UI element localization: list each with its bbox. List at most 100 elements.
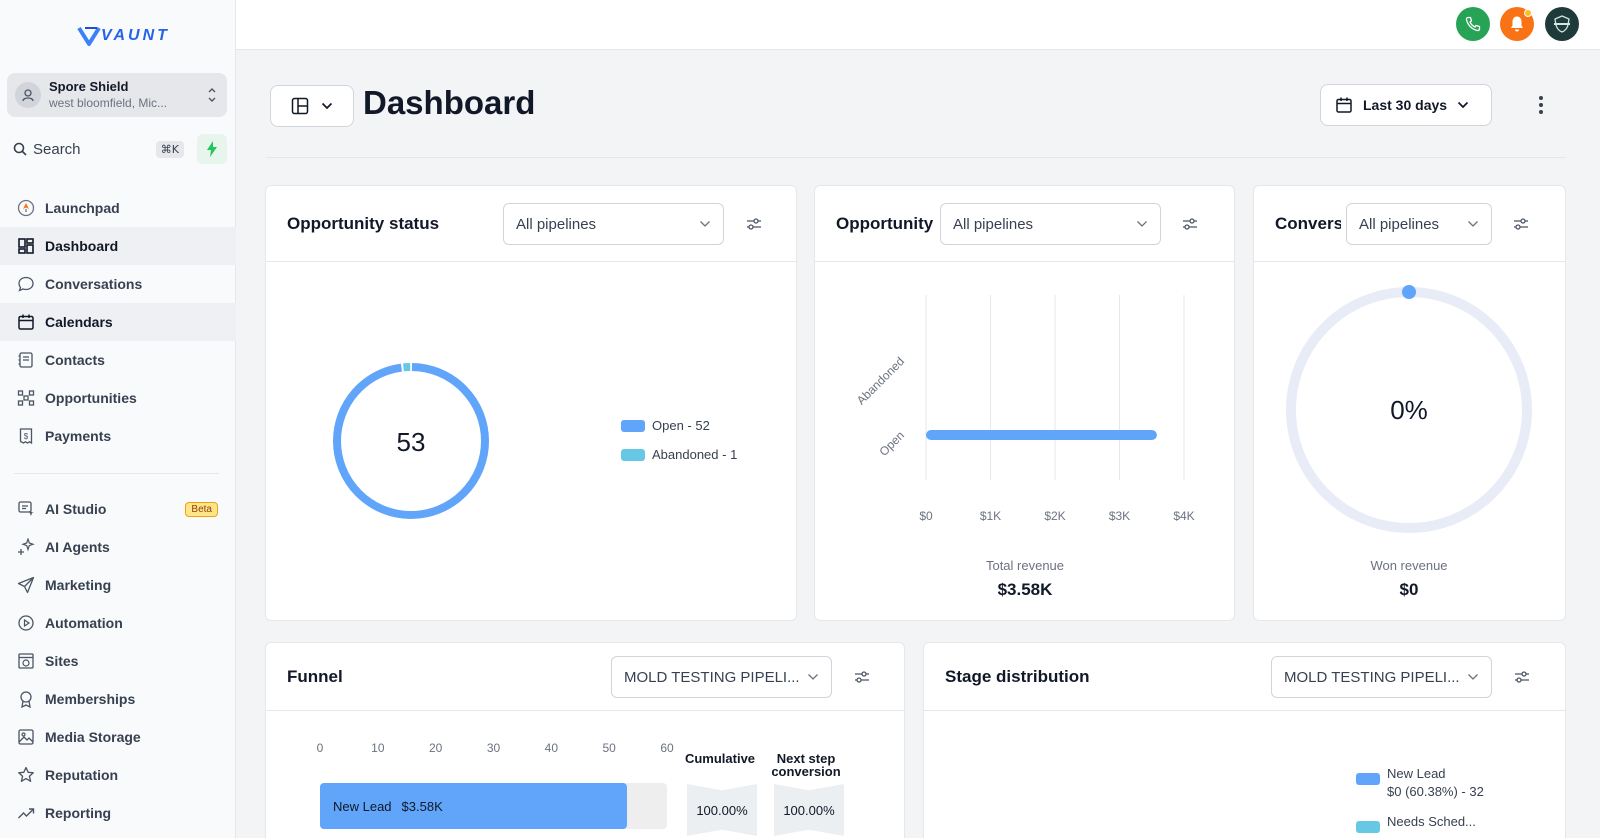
sidebar-item-conversations[interactable]: Conversations — [0, 265, 236, 303]
sidebar-item-label: Calendars — [45, 314, 113, 330]
date-range-label: Last 30 days — [1363, 97, 1448, 113]
shield-logo-icon — [1554, 15, 1570, 33]
sidebar-item-label: Dashboard — [45, 238, 119, 254]
vaunt-logo[interactable]: VAUNT — [77, 24, 177, 48]
sidebar-item-payments[interactable]: $ Payments — [0, 417, 236, 455]
y-category-label: Abandoned — [854, 354, 907, 407]
sidebar-item-sites[interactable]: Sites — [0, 642, 236, 680]
phone-icon — [1465, 16, 1481, 32]
bolt-icon — [207, 141, 217, 157]
layout-icon — [291, 97, 309, 115]
funnel-bar-label: New Lead — [333, 798, 392, 814]
pipeline-select[interactable]: MOLD TESTING PIPELI... — [611, 656, 832, 698]
sliders-icon — [747, 218, 761, 230]
chevron-down-icon — [1457, 101, 1469, 109]
pipeline-select[interactable]: All pipelines — [940, 203, 1161, 245]
filter-settings-button[interactable] — [1512, 667, 1532, 687]
chat-icon — [16, 274, 36, 294]
notifications-button[interactable] — [1500, 7, 1534, 41]
pipeline-select[interactable]: MOLD TESTING PIPELI... — [1271, 656, 1492, 698]
sidebar-nav-secondary: AI Studio Beta AI Agents Marketing Autom… — [0, 490, 236, 832]
layout-switcher-button[interactable] — [270, 85, 354, 127]
card-title: Funnel — [287, 667, 343, 686]
sidebar-item-automation[interactable]: Automation — [0, 604, 236, 642]
legend-swatch — [621, 419, 645, 432]
sidebar-item-ai-studio[interactable]: AI Studio Beta — [0, 490, 236, 528]
sidebar-item-label: AI Agents — [45, 539, 110, 555]
card-title: Conversion — [1275, 214, 1341, 233]
automation-icon — [16, 613, 36, 633]
sidebar-item-ai-agents[interactable]: AI Agents — [0, 528, 236, 566]
account-switcher[interactable]: Spore Shield west bloomfield, Mic... — [7, 73, 227, 117]
legend-swatch — [621, 448, 645, 461]
legend-item-new-lead: New Lead $0 (60.38%) - 32 — [1387, 765, 1484, 801]
calendar-icon — [16, 312, 36, 332]
filter-settings-button[interactable] — [852, 667, 872, 687]
filter-settings-button[interactable] — [1180, 214, 1200, 234]
conversion-percentage: 0% — [1390, 395, 1428, 425]
sites-icon — [16, 651, 36, 671]
donut-center-total: 53 — [396, 427, 426, 457]
legend-detail: $0 (60.38%) - 32 — [1387, 784, 1484, 799]
select-value: All pipelines — [516, 215, 597, 233]
funnel-bar-new-lead[interactable]: New Lead $3.58K — [320, 783, 627, 829]
sidebar-item-label: Media Storage — [45, 729, 141, 745]
date-range-selector[interactable]: Last 30 days — [1320, 84, 1492, 126]
sliders-icon — [1515, 671, 1529, 683]
sidebar-item-reputation[interactable]: Reputation — [0, 756, 236, 794]
sidebar-item-label: Conversations — [45, 276, 143, 292]
conversion-gauge — [1286, 285, 1532, 533]
notification-dot — [1524, 9, 1532, 17]
quick-actions-button[interactable] — [197, 134, 227, 164]
trend-icon — [16, 803, 36, 823]
total-revenue-value: $3.58K — [997, 580, 1053, 599]
sidebar-item-marketing[interactable]: Marketing — [0, 566, 236, 604]
more-options-button[interactable] — [1531, 90, 1551, 120]
next-step-value: 100.00% — [774, 784, 844, 836]
pipeline-select[interactable]: All pipelines — [503, 203, 724, 245]
total-revenue-caption: Total revenue — [985, 558, 1065, 573]
sidebar-item-label: Payments — [45, 428, 112, 444]
sidebar-item-dashboard[interactable]: Dashboard — [0, 227, 236, 265]
calendar-icon — [1336, 97, 1352, 113]
sidebar-item-calendars[interactable]: Calendars — [0, 303, 236, 341]
sidebar-item-launchpad[interactable]: Launchpad — [0, 189, 236, 227]
search-button[interactable]: Search ⌘K — [7, 134, 190, 164]
filter-settings-button[interactable] — [1511, 214, 1531, 234]
phone-button[interactable] — [1456, 7, 1490, 41]
profile-avatar[interactable] — [1545, 7, 1579, 41]
more-dot — [1539, 96, 1543, 100]
chevron-up-down-icon — [205, 83, 219, 107]
filter-settings-button[interactable] — [744, 214, 764, 234]
opportunity-value-card: Opportunity All pipelines $0 $1K $2K $3K $4K… — [814, 185, 1235, 621]
logo-mark — [77, 26, 101, 46]
sidebar-item-label: AI Studio — [45, 501, 107, 517]
funnel-axis-tick: 10 — [371, 741, 385, 755]
contacts-icon — [16, 350, 36, 370]
sidebar-item-reporting[interactable]: Reporting — [0, 794, 236, 832]
account-name: Spore Shield — [49, 79, 129, 94]
funnel-axis-tick: 40 — [544, 741, 558, 755]
legend-swatch — [1356, 773, 1380, 785]
x-tick-label: $4K — [1173, 509, 1194, 523]
pipeline-select[interactable]: All pipelines — [1346, 203, 1492, 245]
select-value: All pipelines — [1359, 215, 1440, 233]
sidebar-item-opportunities[interactable]: Opportunities — [0, 379, 236, 417]
header-divider — [266, 157, 1566, 158]
sidebar-item-label: Contacts — [45, 352, 105, 368]
legend-label: Abandoned - 1 — [652, 447, 738, 462]
sliders-icon — [855, 671, 869, 683]
card-title: Opportunity — [836, 214, 934, 233]
opportunity-status-card: Opportunity status All pipelines 53 Open… — [265, 185, 797, 621]
sidebar-item-label: Opportunities — [45, 390, 137, 406]
sidebar-item-memberships[interactable]: Memberships — [0, 680, 236, 718]
ai-studio-icon — [16, 499, 36, 519]
sidebar-item-media-storage[interactable]: Media Storage — [0, 718, 236, 756]
sliders-icon — [1514, 218, 1528, 230]
bar-open[interactable] — [926, 430, 1157, 440]
legend-label: Open - 52 — [652, 418, 710, 433]
sidebar-item-contacts[interactable]: Contacts — [0, 341, 236, 379]
sidebar-item-label: Marketing — [45, 577, 112, 593]
sparkle-icon — [16, 537, 36, 557]
select-value: MOLD TESTING PIPELI... — [624, 668, 800, 686]
